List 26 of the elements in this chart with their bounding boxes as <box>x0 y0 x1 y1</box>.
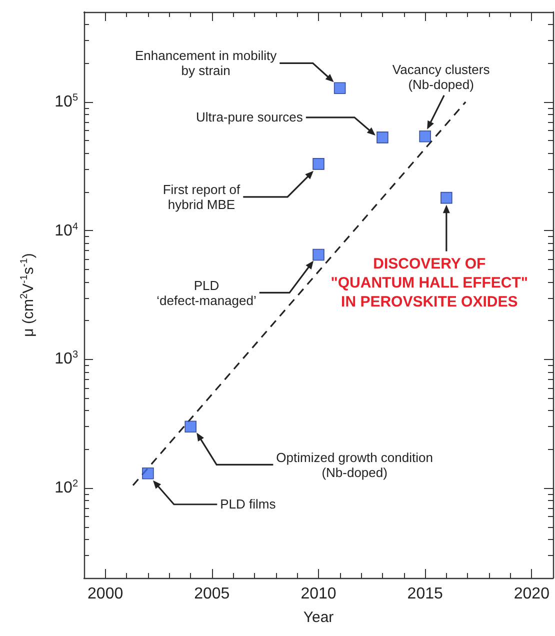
x-tick-label: 2020 <box>514 586 550 602</box>
y-tick-label: 10$^{5}$ <box>54 92 78 112</box>
annotation: Enhancement in mobility by strain <box>134 48 277 78</box>
y-tick-label: 10$^{4}$ <box>54 220 78 240</box>
annotation: First report of hybrid MBE <box>162 182 240 212</box>
point <box>142 467 154 480</box>
annotation: PLD ‘defect-managed’ <box>156 278 256 308</box>
x-axis-title: Year <box>303 609 334 626</box>
x-tick-label: 2005 <box>194 586 230 602</box>
point <box>184 420 196 433</box>
annotation: DISCOVERY OF "QUANTUM HALL EFFECT" IN PEROVSKITE OXIDES <box>330 254 528 312</box>
point <box>440 192 452 204</box>
point <box>334 82 346 94</box>
annotation: PLD films <box>220 496 276 512</box>
point <box>419 130 431 142</box>
annotation: Vacancy clusters (Nb-doped) <box>392 62 490 92</box>
point <box>312 158 324 170</box>
point <box>312 248 324 261</box>
point <box>376 132 388 144</box>
annotation: Ultra-pure sources <box>196 110 303 125</box>
y-tick-label: 10$^{2}$ <box>54 478 78 498</box>
y-tick-label: 10$^{3}$ <box>54 350 78 370</box>
x-tick-label: 2000 <box>88 586 124 602</box>
x-tick-label: 2010 <box>300 586 336 602</box>
annotation: Optimized growth condition (Nb-doped) <box>276 450 433 480</box>
x-tick-label: 2015 <box>407 586 443 602</box>
